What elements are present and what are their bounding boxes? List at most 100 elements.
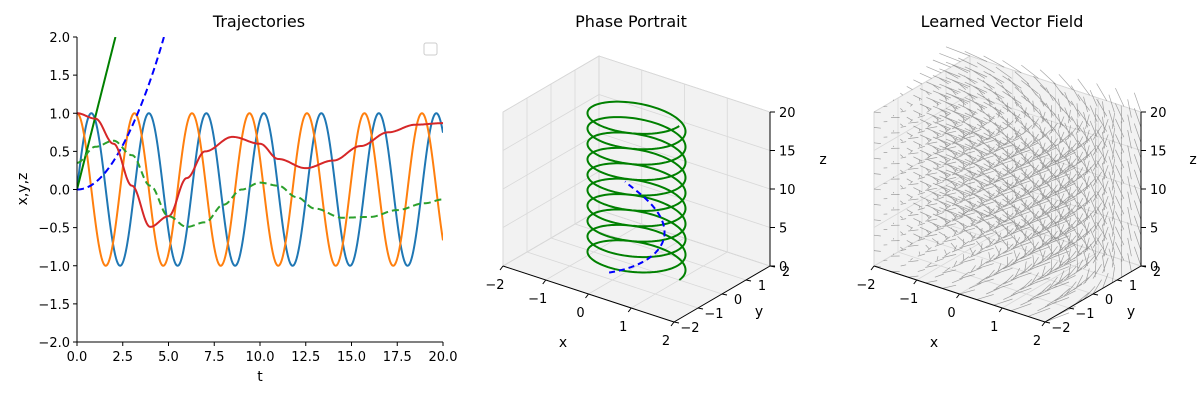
y-tick-label: 2.0 — [49, 31, 70, 46]
x-tick-label: 5.0 — [158, 350, 179, 365]
x-tick-label: −2 — [485, 278, 504, 293]
y-tick-mark — [697, 307, 704, 310]
z-axis-label: z — [819, 152, 826, 168]
series-line-1 — [77, 112, 443, 267]
x-tick-mark — [627, 307, 632, 313]
z-tick-label: 15 — [779, 145, 796, 160]
grid-line — [502, 171, 600, 228]
grid-line — [574, 223, 747, 281]
y-tick-label: −1.0 — [38, 260, 70, 275]
z-tick-label: 10 — [779, 183, 796, 198]
z-tick-label: 10 — [1150, 183, 1167, 198]
x-tick-label: 2 — [662, 334, 670, 349]
grid-line — [969, 94, 1142, 151]
x-tick-label: 2 — [1033, 334, 1041, 349]
grid-line — [1002, 251, 1099, 309]
y-tick-label: 1 — [758, 279, 766, 294]
y-tick-label: 1.0 — [49, 107, 70, 122]
y-tick-label: 2 — [1153, 265, 1161, 280]
series-line-0 — [77, 112, 443, 267]
y-tick-label: 0 — [1105, 293, 1113, 308]
y-tick-label: 0.5 — [49, 145, 70, 160]
chart-title: Trajectories — [212, 12, 305, 31]
y-tick-label: −1 — [1075, 307, 1094, 322]
series-line-2 — [77, 37, 117, 190]
x-axis-label: x — [930, 335, 938, 351]
x-tick-label: 15.0 — [337, 350, 366, 365]
y-axis-label: x,y,z — [15, 173, 31, 206]
y-tick-label: 1.5 — [49, 69, 70, 84]
x-tick-label: 0 — [576, 306, 584, 321]
x-tick-label: 0.0 — [67, 350, 88, 365]
x-tick-label: 17.5 — [383, 350, 412, 365]
y-axis-label: y — [1127, 304, 1135, 320]
y-tick-label: −1.5 — [38, 298, 70, 313]
grid-line — [502, 55, 600, 113]
grid-line — [873, 94, 971, 151]
y-tick-label: −2.0 — [38, 336, 70, 351]
x-tick-mark — [870, 265, 875, 271]
y-tick-label: 0.0 — [49, 184, 70, 199]
x-tick-mark — [956, 293, 960, 299]
x-tick-mark — [585, 293, 589, 299]
grid-line — [502, 209, 600, 267]
grid-line — [921, 237, 1094, 295]
legend-box — [423, 42, 438, 56]
y-tick-mark — [745, 279, 752, 282]
x-tick-mark — [542, 279, 547, 285]
z-tick-label: 20 — [779, 106, 796, 121]
trajectories-panel: Trajectories 0.0 2.5 5.0 7.5 10.0 12.5 15.0 17.… — [15, 12, 457, 385]
grid-line — [598, 55, 771, 113]
grid-line — [969, 55, 1142, 113]
y-tick-label: 1 — [1129, 279, 1137, 294]
x-tick-mark — [913, 279, 918, 285]
grid-line — [873, 132, 971, 190]
grid-line — [502, 94, 600, 151]
grid-line — [550, 237, 723, 295]
x-tick-mark — [998, 307, 1003, 313]
quiver-arrows — [873, 46, 1142, 323]
y-tick-mark — [1092, 293, 1099, 296]
grid-line — [969, 171, 1142, 228]
series-line-5 — [77, 139, 443, 228]
grid-line — [598, 171, 771, 228]
chart-title: Learned Vector Field — [921, 12, 1084, 31]
spiral-line — [608, 180, 666, 274]
series-line-4 — [77, 112, 443, 228]
x-tick-label: 7.5 — [204, 350, 225, 365]
x-tick-label: 1 — [990, 320, 998, 335]
z-tick-label: 15 — [1150, 145, 1167, 160]
x-axis-label: t — [257, 369, 263, 385]
x-tick-mark — [1041, 321, 1046, 327]
x-tick-label: 12.5 — [291, 350, 320, 365]
z-tick-label: 0 — [779, 260, 787, 275]
x-tick-label: 1 — [619, 320, 627, 335]
y-tick-mark — [673, 321, 680, 324]
x-tick-label: −1 — [528, 292, 547, 307]
y-tick-mark — [1116, 279, 1123, 282]
y-tick-label: −2 — [1051, 321, 1070, 336]
series-line-3 — [77, 37, 165, 191]
x-tick-label: 10.0 — [246, 350, 275, 365]
vector-field-panel: Learned Vector Field −2−1012−2−101205101… — [856, 12, 1196, 351]
grid-line — [969, 132, 1142, 190]
helix-line — [586, 100, 687, 281]
z-tick-label: 20 — [1150, 106, 1167, 121]
grid-line — [502, 132, 600, 190]
x-tick-label: −1 — [899, 292, 918, 307]
grid-line — [873, 171, 971, 228]
grid-line — [598, 94, 771, 151]
x-tick-mark — [499, 265, 504, 271]
y-tick-label: −0.5 — [38, 222, 70, 237]
y-tick-label: −1 — [704, 307, 723, 322]
y-tick-label: −2 — [680, 321, 699, 336]
z-tick-label: 5 — [779, 222, 787, 237]
x-tick-label: −2 — [856, 278, 875, 293]
grid-line — [873, 55, 971, 113]
y-tick-label: 0 — [734, 293, 742, 308]
z-axis-label: z — [1189, 152, 1196, 168]
y-tick-mark — [1044, 321, 1051, 324]
x-tick-mark — [670, 321, 675, 327]
